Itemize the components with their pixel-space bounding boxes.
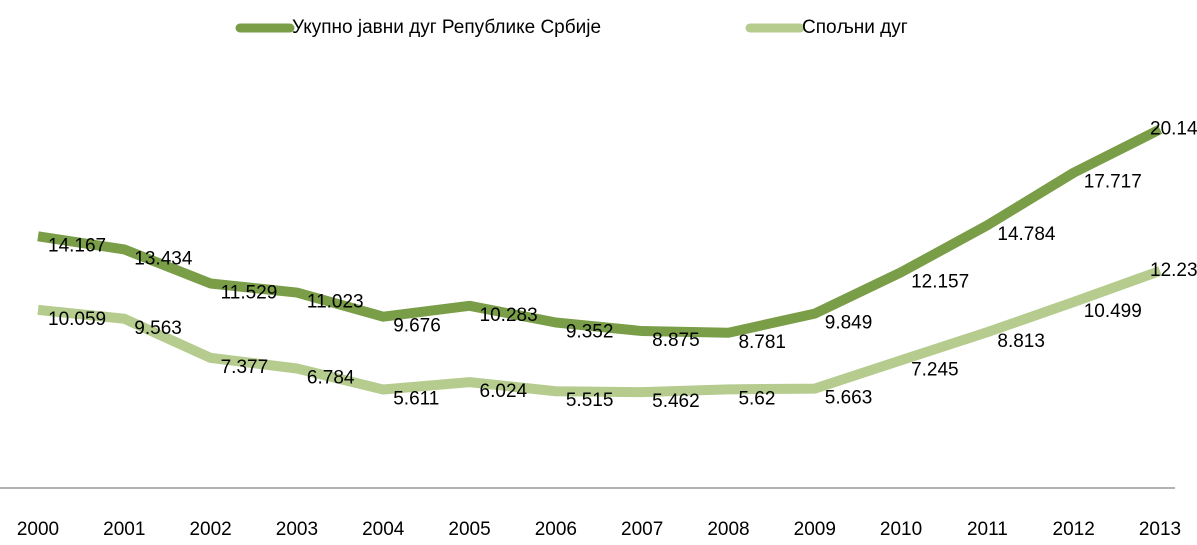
data-label: 12.23: [1150, 260, 1197, 281]
data-label: 5.62: [738, 388, 775, 409]
data-label: 5.462: [652, 391, 700, 412]
data-label: 13.434: [134, 248, 193, 269]
data-label: 8.781: [738, 332, 786, 353]
legend-label: Укупно јавни дуг Републике Србије: [292, 17, 601, 38]
x-tick-label: 2008: [707, 519, 749, 540]
data-label: 9.849: [825, 313, 873, 334]
x-tick-label: 2010: [880, 519, 922, 540]
x-tick-label: 2004: [362, 519, 405, 540]
series-line: [37, 124, 1163, 338]
data-label: 11.023: [307, 292, 364, 313]
data-label: 9.676: [393, 316, 441, 337]
series-line: [37, 266, 1162, 398]
x-tick-label: 2003: [276, 519, 318, 540]
data-label: 14.167: [48, 235, 106, 256]
data-label: 10.499: [1084, 301, 1142, 322]
x-tick-label: 2001: [103, 519, 145, 540]
data-label: 6.024: [480, 381, 528, 402]
data-label: 11.529: [221, 283, 278, 304]
data-label: 8.813: [997, 331, 1045, 352]
x-tick-label: 2005: [448, 519, 490, 540]
x-tick-label: 2012: [1053, 519, 1095, 540]
x-tick-label: 2007: [621, 519, 663, 540]
data-label: 9.563: [134, 318, 182, 339]
data-label: 6.784: [307, 368, 355, 389]
legend-label: Спољни дуг: [802, 17, 908, 38]
data-label: 10.283: [480, 305, 538, 326]
x-tick-label: 2011: [967, 519, 1008, 540]
data-label: 17.717: [1084, 172, 1142, 193]
data-label: 12.157: [911, 271, 969, 292]
x-tick-label: 2000: [17, 519, 59, 540]
data-label: 7.377: [221, 357, 269, 378]
data-label: 5.515: [566, 390, 614, 411]
data-label: 20.141: [1150, 118, 1197, 139]
data-label: 8.875: [652, 330, 700, 351]
data-label: 5.663: [825, 388, 873, 409]
x-tick-label: 2002: [189, 519, 231, 540]
x-tick-label: 2009: [794, 519, 836, 540]
x-tick-label: 2013: [1139, 519, 1181, 540]
data-label: 10.059: [48, 309, 106, 330]
data-label: 9.352: [566, 322, 614, 343]
data-label: 5.611: [393, 389, 439, 410]
x-tick-label: 2006: [535, 519, 577, 540]
data-label: 7.245: [911, 359, 959, 380]
data-label: 14.784: [997, 224, 1056, 245]
